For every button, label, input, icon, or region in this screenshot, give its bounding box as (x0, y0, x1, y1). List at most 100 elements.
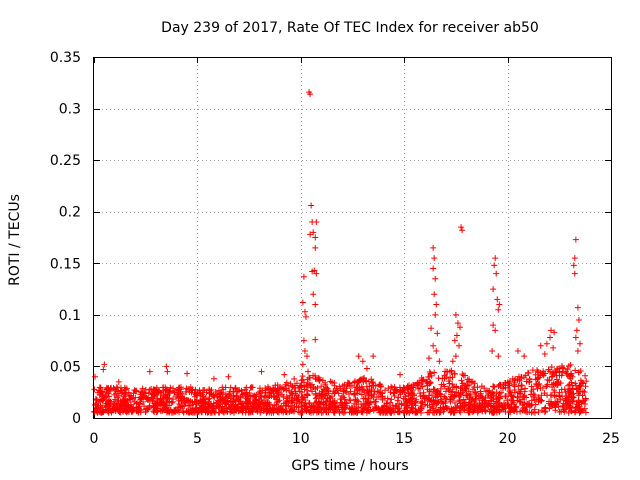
baseline-point (163, 404, 170, 411)
baseline-point (401, 402, 408, 409)
baseline-point (434, 399, 441, 406)
baseline-point (381, 402, 388, 409)
baseline-point (565, 382, 572, 389)
baseline-point (266, 399, 273, 406)
baseline-point (237, 394, 244, 401)
baseline-point (104, 400, 111, 407)
baseline-point (413, 396, 420, 403)
baseline-point (199, 397, 206, 404)
data-point (312, 244, 319, 251)
data-point (370, 353, 377, 360)
baseline-point (176, 384, 183, 391)
baseline-point (153, 392, 160, 399)
baseline-point (502, 393, 509, 400)
baseline-point (384, 395, 391, 402)
baseline-point (232, 384, 239, 391)
data-point (489, 347, 496, 354)
baseline-point (463, 381, 470, 388)
baseline-point (377, 394, 384, 401)
baseline-point (174, 391, 181, 398)
baseline-point (408, 391, 415, 398)
baseline-point (562, 397, 569, 404)
data-points (91, 89, 590, 416)
baseline-point (286, 409, 293, 416)
baseline-point (265, 386, 272, 393)
baseline-point (426, 369, 433, 376)
baseline-point (229, 408, 236, 415)
baseline-point (191, 399, 198, 406)
baseline-point (449, 374, 456, 381)
data-point (537, 342, 544, 349)
data-point (300, 273, 307, 280)
baseline-point (437, 385, 444, 392)
baseline-point (515, 394, 522, 401)
baseline-point (575, 369, 582, 376)
baseline-point (114, 394, 121, 401)
baseline-point (510, 394, 517, 401)
baseline-point (298, 389, 305, 396)
baseline-point (568, 379, 575, 386)
baseline-point (582, 372, 589, 379)
baseline-point (416, 390, 423, 397)
baseline-point (171, 407, 178, 414)
baseline-point (460, 372, 467, 379)
baseline-point (429, 403, 436, 410)
data-point (308, 202, 315, 209)
baseline-point (464, 376, 471, 383)
data-point (302, 313, 309, 320)
baseline-point (156, 387, 163, 394)
baseline-point (464, 382, 471, 389)
baseline-point (355, 398, 362, 405)
baseline-point (268, 389, 275, 396)
baseline-point (517, 408, 524, 415)
x-tick-label: 0 (90, 431, 99, 447)
baseline-point (214, 392, 221, 399)
baseline-point (493, 389, 500, 396)
baseline-point (213, 405, 220, 412)
baseline-point (448, 367, 455, 374)
baseline-point (394, 397, 401, 404)
baseline-point (355, 379, 362, 386)
grid-lines (94, 57, 611, 418)
baseline-point (230, 392, 237, 399)
baseline-point (484, 387, 491, 394)
baseline-point (356, 387, 363, 394)
baseline-point (266, 401, 273, 408)
baseline-point (559, 369, 566, 376)
baseline-point (165, 409, 172, 416)
baseline-point (540, 370, 547, 377)
baseline-point (146, 397, 153, 404)
baseline-point (101, 394, 108, 401)
baseline-point (351, 390, 358, 397)
baseline-point (323, 409, 330, 416)
baseline-point (534, 385, 541, 392)
baseline-point (428, 372, 435, 379)
baseline-point (402, 393, 409, 400)
baseline-point (422, 395, 429, 402)
baseline-point (331, 382, 338, 389)
baseline-point (471, 388, 478, 395)
baseline-point (497, 381, 504, 388)
baseline-point (360, 386, 367, 393)
baseline-point (463, 391, 470, 398)
data-point (573, 327, 580, 334)
baseline-point (484, 402, 491, 409)
baseline-point (316, 376, 323, 383)
baseline-point (305, 380, 312, 387)
baseline-point (331, 408, 338, 415)
data-point (301, 308, 308, 315)
baseline-point (289, 407, 296, 414)
baseline-point (417, 409, 424, 416)
data-point (430, 244, 437, 251)
baseline-point (489, 389, 496, 396)
baseline-point (366, 408, 373, 415)
baseline-point (377, 383, 384, 390)
baseline-point (409, 408, 416, 415)
baseline-point (183, 397, 190, 404)
baseline-point (347, 382, 354, 389)
baseline-point (340, 394, 347, 401)
baseline-point (388, 396, 395, 403)
baseline-point (299, 409, 306, 416)
baseline-point (511, 387, 518, 394)
baseline-point (566, 387, 573, 394)
